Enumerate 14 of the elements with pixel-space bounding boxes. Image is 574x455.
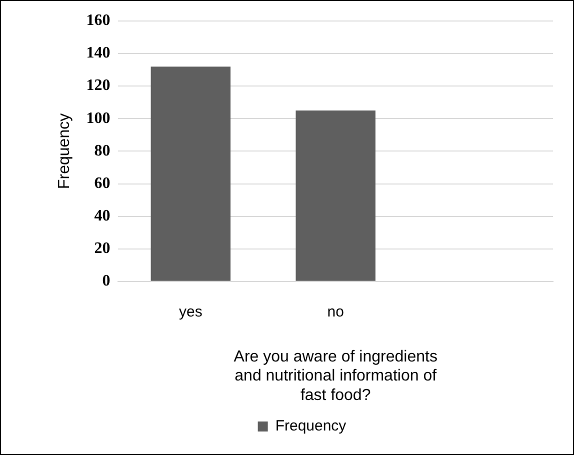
x-tick-label: no: [327, 304, 344, 321]
y-tick-label: 160: [86, 12, 110, 30]
y-tick-label: 40: [94, 207, 110, 224]
x-axis-title: Are you aware of ingredients and nutritional information of fast food?: [234, 348, 438, 404]
y-tick-label: 140: [86, 44, 110, 62]
y-tick-label: 60: [94, 174, 110, 192]
y-axis-title: Frequency: [56, 113, 74, 189]
y-tick-label: 20: [94, 240, 110, 257]
y-tick-label: 100: [86, 110, 110, 127]
y-tick-label: 0: [102, 272, 110, 290]
legend-label: Frequency: [275, 418, 347, 435]
y-tick-label: 80: [94, 142, 110, 160]
y-tick-label: 120: [86, 77, 110, 94]
x-tick-label: yes: [178, 304, 202, 321]
